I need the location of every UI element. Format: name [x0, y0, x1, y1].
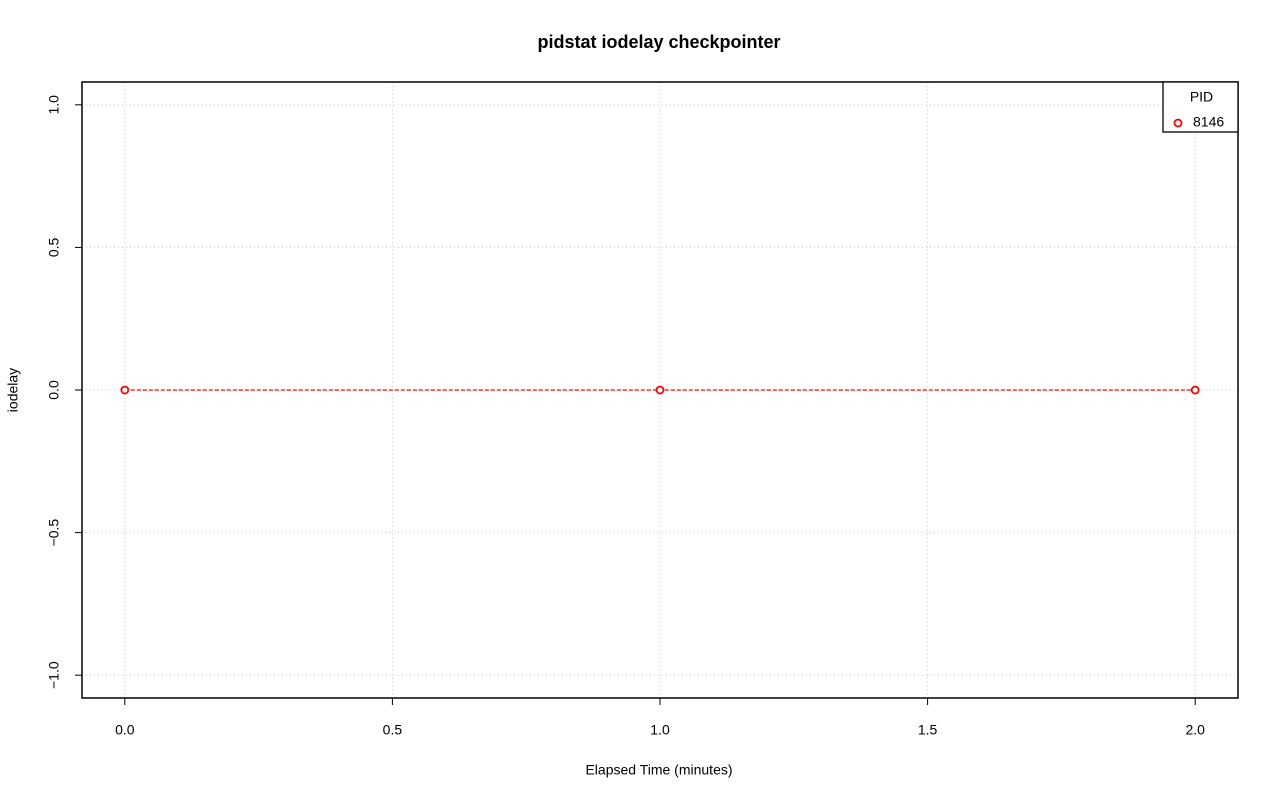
- y-tick-label: −0.5: [46, 519, 62, 547]
- y-tick-label: 0.0: [46, 380, 62, 400]
- x-tick-label: 0.5: [383, 722, 403, 738]
- x-tick-label: 1.0: [650, 722, 670, 738]
- legend-marker: [1173, 118, 1183, 128]
- y-tick-label: 1.0: [46, 95, 62, 115]
- data-point: [655, 385, 665, 395]
- legend-title: PID: [1190, 89, 1213, 105]
- data-point: [1190, 385, 1200, 395]
- plot-frame: [81, 81, 1239, 699]
- x-tick-label: 0.0: [115, 722, 135, 738]
- legend-label: 8146: [1193, 114, 1224, 130]
- y-axis-label: iodelay: [5, 368, 21, 412]
- y-tick-label: −1.0: [46, 661, 62, 689]
- data-point: [120, 385, 130, 395]
- x-axis-label: Elapsed Time (minutes): [585, 762, 732, 778]
- x-tick-label: 2.0: [1185, 722, 1205, 738]
- chart-title: pidstat iodelay checkpointer: [537, 32, 780, 52]
- x-tick-label: 1.5: [918, 722, 938, 738]
- y-tick-label: 0.5: [46, 237, 62, 257]
